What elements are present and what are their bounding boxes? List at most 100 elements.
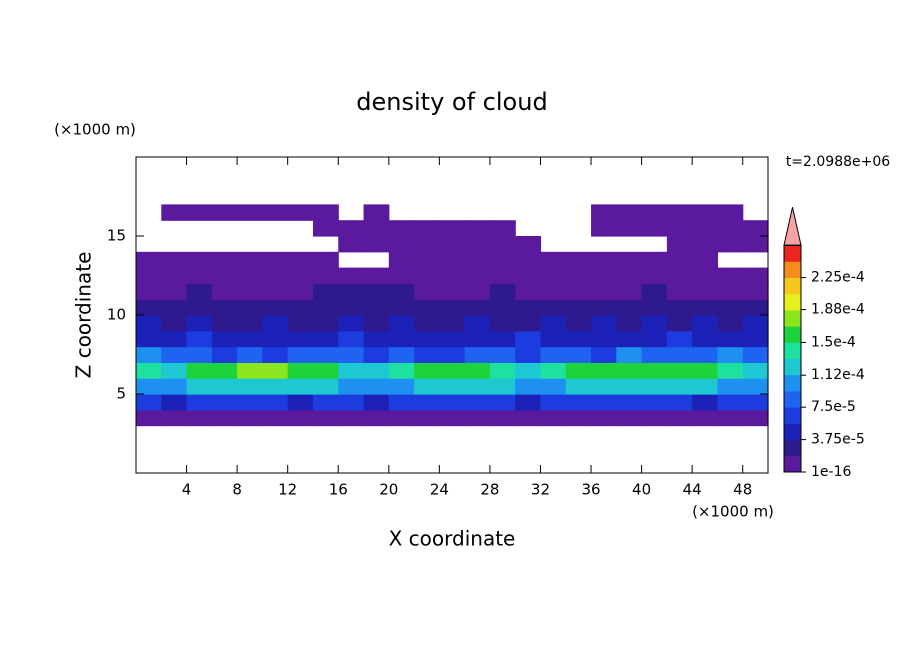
contour-cell [515, 378, 542, 395]
contour-cell [186, 267, 213, 284]
contour-cell [742, 267, 769, 284]
contour-cell [666, 315, 693, 332]
contour-cell [262, 283, 289, 300]
x-tick-label: 12 [278, 481, 297, 499]
colorbar-frame [783, 244, 802, 473]
contour-cell [742, 315, 769, 332]
contour-cell [312, 378, 339, 395]
contour-cell [515, 283, 542, 300]
colorbar-extension [783, 207, 802, 246]
contour-cell [692, 204, 719, 221]
contour-cell [464, 346, 491, 363]
contour-cell [363, 362, 390, 379]
contour-cell [161, 283, 188, 300]
contour-cell [540, 378, 567, 395]
contour-cell [591, 346, 617, 363]
contour-cell [287, 330, 314, 348]
contour-cell [666, 409, 693, 427]
contour-cell [464, 236, 491, 253]
contour-cell [414, 299, 440, 316]
contour-cell [616, 394, 643, 411]
contour-cell [312, 283, 339, 300]
contour-cell [136, 409, 162, 427]
contour-cell [565, 346, 592, 363]
time-annotation: t=2.0988e+06 [786, 154, 890, 170]
contour-cell [489, 394, 516, 411]
contour-cell [237, 362, 263, 379]
colorbar-band [784, 391, 801, 408]
contour-cell [338, 330, 365, 348]
contour-cell [489, 251, 516, 269]
contour-cell [186, 330, 213, 348]
contour-cell [742, 378, 769, 395]
contour-cell [742, 236, 769, 253]
contour-cell [363, 267, 390, 284]
contour-cell [338, 299, 365, 316]
contour-cell [186, 283, 213, 300]
contour-cell [136, 283, 162, 300]
contour-cell [717, 346, 744, 363]
contour-cell [287, 315, 314, 332]
contour-cell [540, 409, 567, 427]
contour-cell [312, 330, 339, 348]
contour-cell [186, 204, 213, 221]
contour-cell [616, 220, 643, 237]
contour-cell [565, 299, 592, 316]
contour-cell [692, 315, 719, 332]
contour-cell [338, 283, 365, 300]
contour-cell [414, 346, 440, 363]
contour-cell [515, 330, 542, 348]
contour-cell [388, 251, 415, 269]
contour-cell [388, 283, 415, 300]
x-tick-label: 16 [329, 481, 348, 499]
contour-cell [540, 267, 567, 284]
contour-cell [439, 267, 466, 284]
contour-cell [565, 330, 592, 348]
contour-cell [136, 394, 162, 411]
contour-cell [262, 330, 289, 348]
contour-cell [414, 362, 440, 379]
contour-cell [540, 346, 567, 363]
contour-cell [692, 236, 719, 253]
contour-cell [742, 283, 769, 300]
x-tick-label: 8 [232, 481, 242, 499]
contour-cell [717, 283, 744, 300]
y-tick-label: 10 [107, 306, 126, 324]
contour-cell [186, 251, 213, 269]
contour-cell [287, 204, 314, 221]
contour-cell [287, 362, 314, 379]
contour-cell [161, 362, 188, 379]
contour-cell [414, 220, 440, 237]
contour-cell [414, 236, 440, 253]
contour-cell [489, 299, 516, 316]
contour-cell [211, 267, 238, 284]
contour-cell [489, 236, 516, 253]
chart-title: density of cloud [356, 88, 547, 116]
x-axis-label: X coordinate [389, 527, 516, 551]
contour-cell [262, 299, 289, 316]
contour-cell [237, 394, 263, 411]
contour-cell [338, 315, 365, 332]
contour-cell [262, 204, 289, 221]
contour-cell [186, 378, 213, 395]
contour-cell [616, 378, 643, 395]
contour-cell [666, 299, 693, 316]
contour-cell [211, 330, 238, 348]
contour-cell [565, 378, 592, 395]
contour-cell [540, 283, 567, 300]
contour-cell [161, 204, 188, 221]
contour-cell [591, 267, 617, 284]
contour-cell [237, 409, 263, 427]
contour-cell [211, 346, 238, 363]
contour-cell [414, 409, 440, 427]
contour-cell [591, 362, 617, 379]
contour-cell [186, 394, 213, 411]
contour-cell [237, 346, 263, 363]
contour-cell [641, 220, 668, 237]
contour-cell [742, 409, 769, 427]
contour-cell [262, 394, 289, 411]
contour-cell [666, 330, 693, 348]
contour-cell [692, 346, 719, 363]
contour-cell [540, 251, 567, 269]
contour-cell [211, 394, 238, 411]
